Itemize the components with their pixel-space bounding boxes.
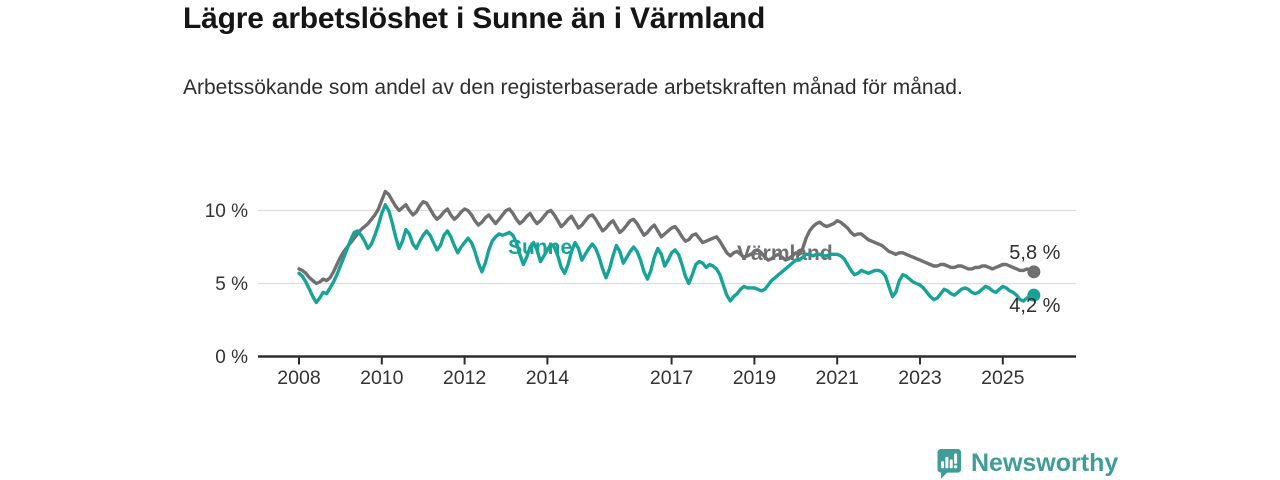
newsworthy-logo: Newsworthy [934,446,1118,480]
series-end-dot-värmland [1027,265,1041,279]
y-tick-label: 0 % [215,347,248,368]
series-line-värmland [297,189,1036,286]
newsworthy-logo-text: Newsworthy [971,449,1119,477]
x-tick-label: 2019 [733,367,776,389]
y-tick-label: 5 % [215,274,248,295]
x-tick-label: 2008 [277,367,320,389]
chart-title: Lägre arbetslöshet i Sunne än i Värmland [183,2,766,35]
end-value-label-sunne: 4,2 % [1009,295,1060,317]
x-tick-label: 2025 [981,367,1025,389]
chart-subtitle: Arbetssökande som andel av den registerb… [183,76,963,99]
y-tick-label: 10 % [205,201,248,222]
series-end-dot-sunne [1027,288,1041,302]
series-label-värmland: Värmland [737,242,833,265]
x-tick-label: 2017 [650,367,693,389]
x-tick-label: 2012 [443,367,486,389]
x-tick-label: 2014 [526,367,570,389]
bar-chart-speech-bubble-icon [937,449,962,479]
series-line-sunne [297,203,1036,305]
end-value-label-värmland: 5,8 % [1009,242,1060,264]
x-tick-label: 2021 [816,367,859,389]
series-label-sunne: Sunne [508,236,572,259]
x-tick-label: 2010 [360,367,404,389]
x-tick-label: 2023 [898,367,941,389]
